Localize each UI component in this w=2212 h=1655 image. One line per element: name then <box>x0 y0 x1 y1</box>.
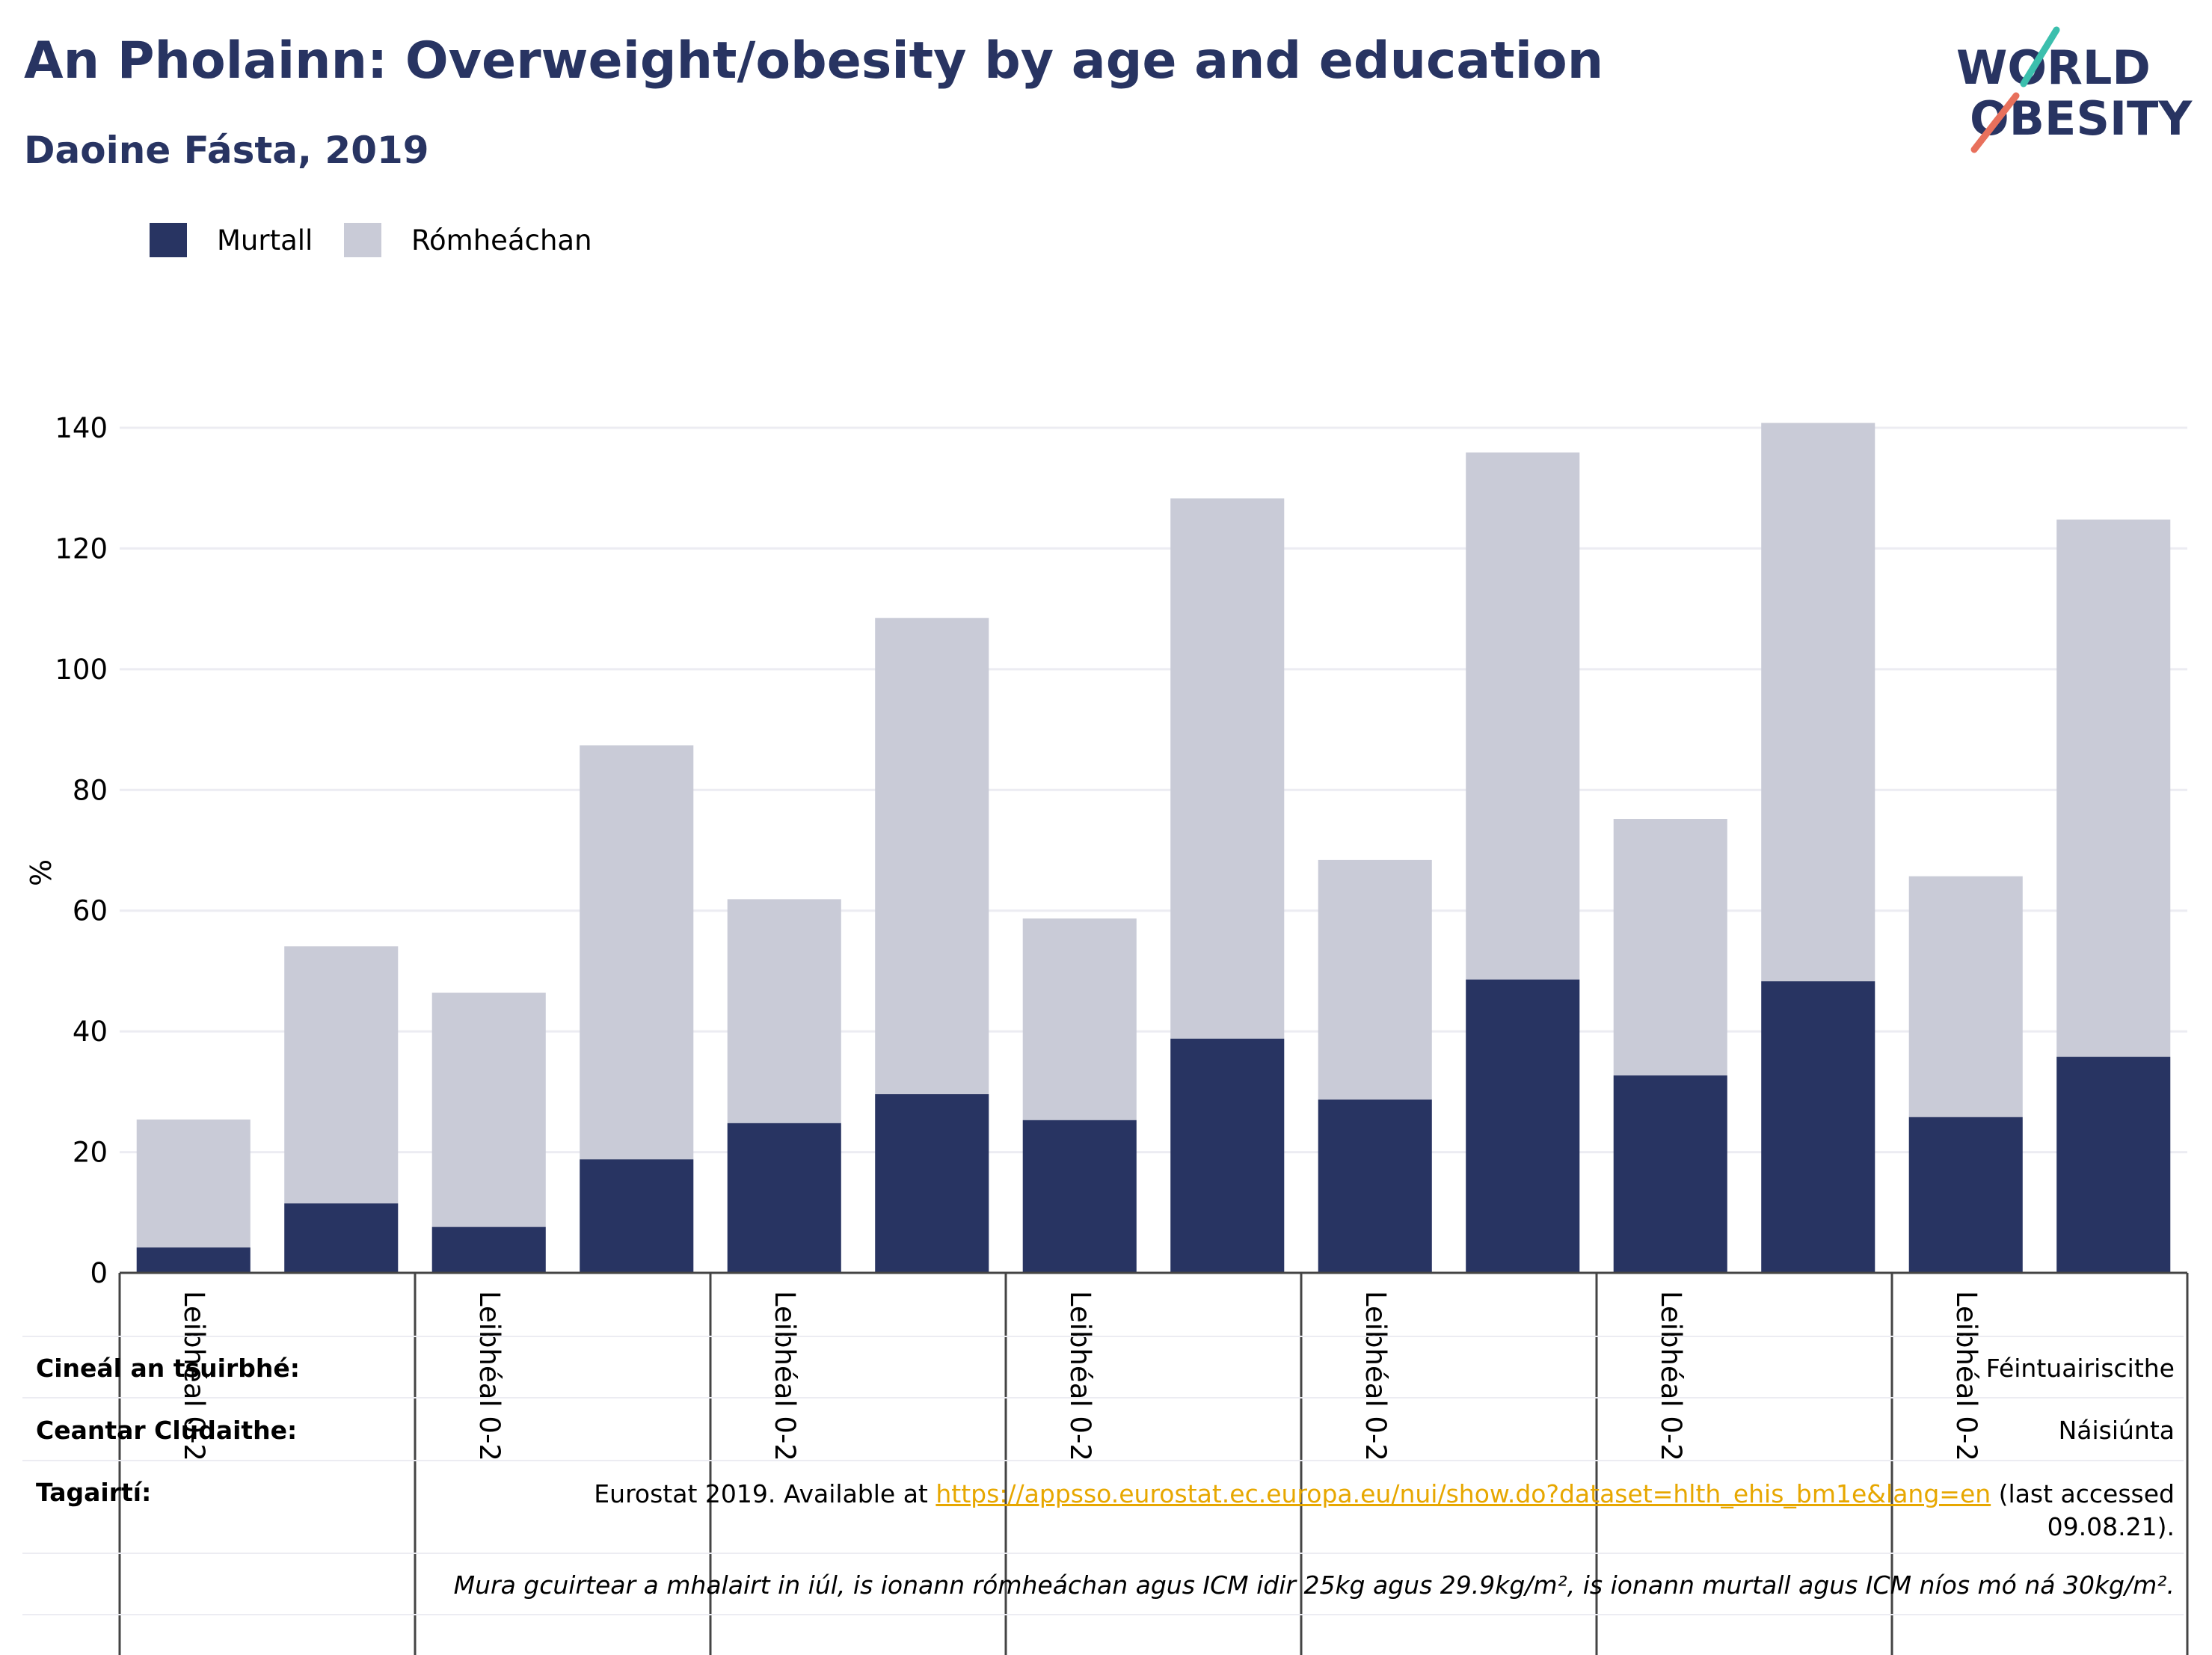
x-tick-label: Leibhéal 0-2 <box>178 1291 210 1461</box>
logo-line-1: WORLD <box>1956 40 2151 95</box>
y-tick-label: 60 <box>73 895 108 927</box>
x-axis: Leibhéal 0-2 Leibhéal 0-2 Leibhéal 0-2 Leib… <box>118 1271 2189 1655</box>
logo-slash-teal <box>2020 26 2060 87</box>
bar-obese <box>1908 1117 2023 1273</box>
x-tick-label: Leibhéal 0-2 <box>1064 1291 1096 1461</box>
y-tick-label: 100 <box>55 654 108 686</box>
y-tick-label: 40 <box>73 1016 108 1048</box>
bar-overweight <box>875 618 989 1095</box>
bar-obese <box>136 1247 251 1273</box>
x-tick-label: Leibhéal 0-2 <box>1950 1291 1982 1461</box>
bar-obese <box>1170 1038 1285 1273</box>
bar-obese <box>431 1226 546 1273</box>
bar-obese <box>2056 1057 2171 1273</box>
logo-slash-coral <box>1970 92 2020 153</box>
references-prefix: Eurostat 2019. Available at <box>594 1479 936 1508</box>
grid-lines <box>120 426 2187 1274</box>
world-obesity-logo: WORLD OBESITY <box>1956 26 2193 153</box>
bar-overweight <box>2056 519 2171 1057</box>
logo-line-2: OBESITY <box>1970 91 2193 146</box>
bar-obese <box>1318 1099 1432 1273</box>
x-tick-label: Leibhéal 0-2 <box>1360 1291 1392 1461</box>
definition-note: Mura gcuirtear a mhalairt in iúl, is ion… <box>453 1570 2175 1600</box>
x-tick-label: Leibhéal 0-2 <box>1655 1291 1687 1461</box>
info-divider <box>22 1460 2184 1461</box>
bar-obese <box>875 1094 989 1273</box>
bar-obese <box>1022 1120 1137 1273</box>
y-axis: 0 20 40 60 80 100 120 140% <box>25 412 108 1289</box>
bar-overweight <box>1466 452 1580 980</box>
info-divider <box>22 1336 2184 1337</box>
bar-overweight <box>1908 876 2023 1117</box>
references-label: Tagairtí: <box>36 1478 152 1507</box>
survey-type-label: Cineál an tsuirbhé: <box>36 1354 300 1383</box>
x-tick-label: Leibhéal 0-2 <box>769 1291 801 1461</box>
info-divider <box>22 1553 2184 1554</box>
y-tick-label: 80 <box>73 774 108 806</box>
coverage-label: Ceantar Clúdaithe: <box>36 1416 298 1445</box>
bar-overweight <box>431 992 546 1227</box>
legend-label-obese: Murtall <box>217 224 313 257</box>
y-tick-label: 120 <box>55 532 108 565</box>
y-axis-label: % <box>25 859 58 886</box>
bar-obese <box>580 1159 694 1273</box>
bar-obese <box>1613 1075 1727 1273</box>
bar-obese <box>727 1123 841 1273</box>
y-tick-label: 20 <box>73 1137 108 1169</box>
bar-overweight <box>727 899 841 1123</box>
survey-type-value: Féintuairiscithe <box>1985 1354 2175 1383</box>
references-value: Eurostat 2019. Available at https://apps… <box>529 1478 2175 1544</box>
y-tick-label: 0 <box>90 1257 108 1289</box>
chart-title: An Pholainn: Overweight/obesity by age a… <box>24 31 1604 90</box>
bar-overweight <box>1613 819 1727 1076</box>
info-divider <box>22 1397 2184 1398</box>
references-link[interactable]: https://appsso.eurostat.ec.europa.eu/nui… <box>936 1479 1991 1508</box>
bar-overweight <box>1761 423 1875 982</box>
chart-subtitle: Daoine Fásta, 2019 <box>24 129 429 172</box>
bar-obese <box>284 1203 399 1273</box>
coverage-value: Náisiúnta <box>2058 1416 2175 1445</box>
bar-overweight <box>284 946 399 1204</box>
legend-label-overweight: Rómheáchan <box>411 224 592 257</box>
info-divider <box>22 1614 2184 1615</box>
bar-overweight <box>1318 859 1432 1100</box>
bar-obese <box>1761 981 1875 1273</box>
bar-overweight <box>136 1119 251 1248</box>
bar-overweight <box>1170 498 1285 1039</box>
references-suffix: (last accessed 09.08.21). <box>1991 1479 2175 1541</box>
x-tick-label: Leibhéal 0-2 <box>473 1291 506 1461</box>
bar-overweight <box>580 745 694 1160</box>
y-tick-label: 140 <box>55 412 108 444</box>
bar-overweight <box>1022 918 1137 1120</box>
legend-swatch-overweight <box>344 223 381 257</box>
bar-obese <box>1466 979 1580 1273</box>
bars <box>136 423 2171 1273</box>
legend-swatch-obese <box>150 223 187 257</box>
